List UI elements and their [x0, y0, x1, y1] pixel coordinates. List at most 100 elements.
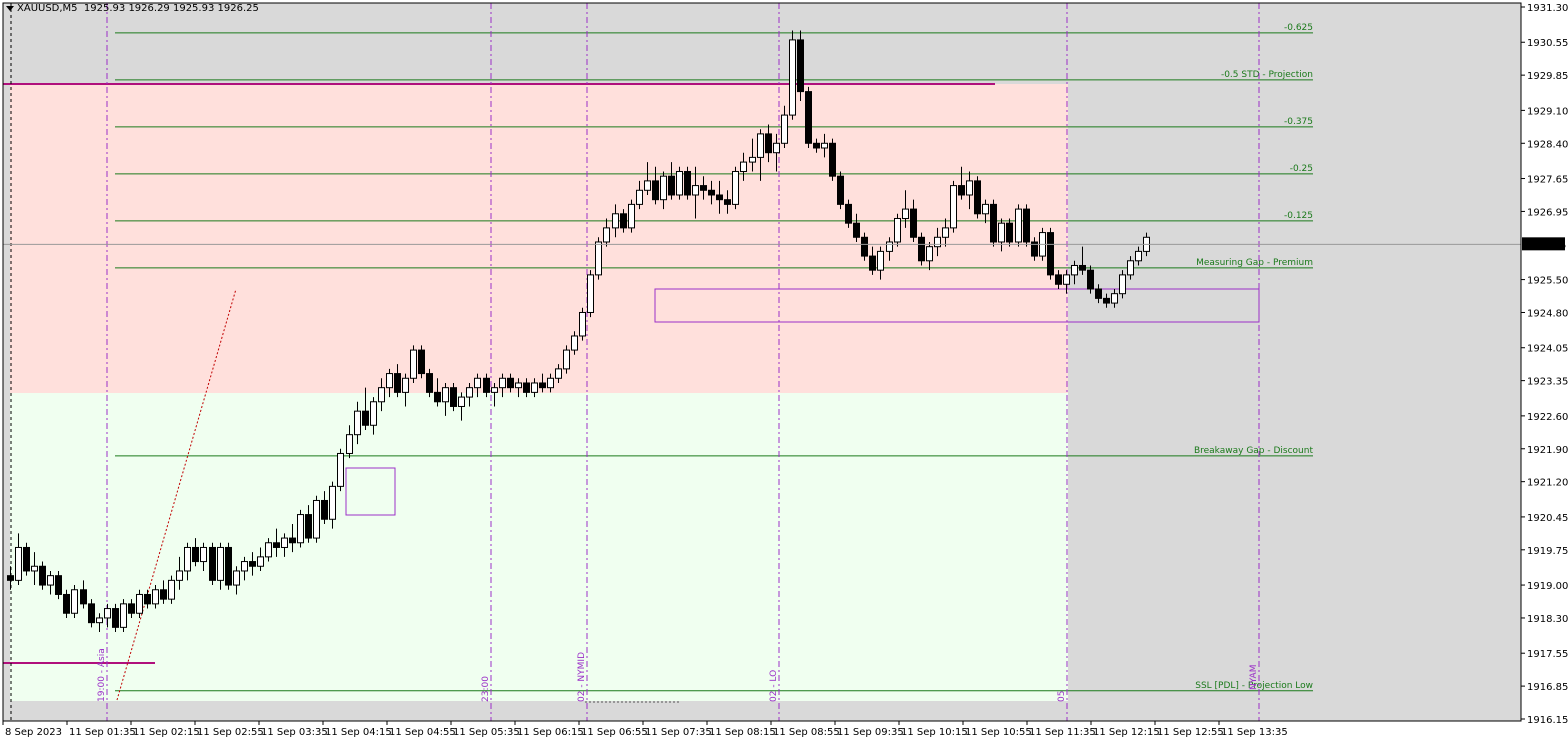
- time-tick-label: 11 Sep 10:55: [965, 727, 1032, 738]
- session-label: NYAM: [1249, 665, 1259, 690]
- symbol-name: XAUUSD,M5: [17, 3, 78, 14]
- bear-candle: [144, 593, 151, 605]
- bull-candle: [491, 387, 498, 393]
- bull-candle: [926, 246, 933, 262]
- bull-candle: [636, 189, 643, 205]
- bear-candle: [483, 377, 490, 393]
- price-tick-label: 1926.95: [1527, 207, 1568, 218]
- measuring-gap-box: [654, 288, 1260, 323]
- bull-candle: [233, 570, 240, 586]
- price-tick-label: 1931.30: [1527, 3, 1568, 14]
- bear-candle: [418, 349, 425, 375]
- bear-candle: [321, 499, 328, 520]
- bear-candle: [861, 236, 868, 257]
- bear-candle: [434, 391, 441, 403]
- bull-candle: [612, 213, 619, 229]
- bear-candle: [1103, 297, 1110, 304]
- bear-candle: [1055, 274, 1062, 285]
- price-tick-label: 1929.85: [1527, 71, 1568, 82]
- bear-candle: [192, 546, 199, 563]
- premium-zone: [10, 84, 1068, 393]
- bull-candle: [1111, 293, 1118, 304]
- bull-candle: [1135, 250, 1142, 262]
- bear-candle: [1095, 288, 1102, 299]
- bear-candle: [990, 203, 997, 243]
- time-tick-label: 11 Sep 08:55: [773, 727, 840, 738]
- bull-candle: [603, 227, 610, 243]
- bear-candle: [88, 603, 95, 624]
- time-tick-label: 11 Sep 04:55: [389, 727, 456, 738]
- bull-candle: [1127, 260, 1134, 276]
- bear-candle: [668, 175, 675, 196]
- bull-candle: [902, 208, 909, 219]
- level-label: SSL [PDL] - Projection Low: [1195, 681, 1313, 691]
- bull-candle: [386, 373, 393, 389]
- projection-trendline: [116, 288, 237, 701]
- bull-candle: [692, 185, 699, 196]
- current-price-label: 1926.25: [1525, 240, 1566, 251]
- bull-candle: [184, 546, 191, 572]
- level-label: -0.5 STD - Projection: [1221, 70, 1313, 80]
- bull-candle: [547, 377, 554, 389]
- bear-candle: [1087, 269, 1094, 290]
- bull-candle: [337, 452, 344, 487]
- bear-candle: [1006, 222, 1013, 243]
- price-tick-label: 1929.10: [1527, 106, 1568, 117]
- bull-candle: [749, 156, 756, 163]
- bull-candle: [515, 382, 522, 389]
- bear-candle: [55, 575, 62, 595]
- bull-candle: [1119, 274, 1126, 295]
- price-tick-label: 1924.80: [1527, 308, 1568, 319]
- bull-candle: [281, 537, 288, 548]
- bear-candle: [225, 546, 232, 586]
- ohlc-readout: 1925.93 1926.29 1925.93 1926.25: [83, 3, 259, 14]
- bear-candle: [1079, 264, 1086, 271]
- bull-candle: [789, 39, 796, 116]
- bull-candle: [442, 387, 449, 403]
- bear-candle: [837, 175, 844, 205]
- bear-candle: [39, 565, 46, 586]
- bull-candle: [773, 142, 780, 154]
- bull-candle: [499, 377, 506, 389]
- bull-candle: [136, 593, 143, 614]
- price-tick-label: 1930.55: [1527, 38, 1568, 49]
- time-tick-label: 11 Sep 02:15: [133, 727, 200, 738]
- bear-candle: [974, 180, 981, 215]
- price-tick-label: 1916.15: [1527, 715, 1568, 726]
- bull-candle: [934, 236, 941, 248]
- bear-candle: [539, 382, 546, 389]
- time-tick-label: 11 Sep 11:35: [1029, 727, 1096, 738]
- price-tick-label: 1917.55: [1527, 649, 1568, 660]
- time-tick-label: 11 Sep 05:35: [453, 727, 520, 738]
- bull-candle: [950, 185, 957, 229]
- time-tick-label: 8 Sep 2023: [5, 727, 62, 738]
- bear-candle: [958, 185, 965, 196]
- bull-candle: [96, 617, 103, 624]
- bull-candle: [329, 485, 336, 520]
- bull-candle: [966, 180, 973, 196]
- price-tick-label: 1920.45: [1527, 513, 1568, 524]
- bull-candle: [152, 589, 159, 605]
- bull-candle: [579, 311, 586, 337]
- bull-candle: [378, 387, 385, 403]
- bear-candle: [507, 377, 514, 389]
- level-label: -0.625: [1284, 23, 1313, 33]
- bear-candle: [853, 222, 860, 238]
- bull-candle: [474, 377, 481, 389]
- bull-candle: [1071, 264, 1078, 276]
- bear-candle: [1031, 241, 1038, 257]
- dropdown-triangle-icon[interactable]: [6, 5, 14, 11]
- bear-candle: [362, 410, 369, 426]
- time-tick-label: 11 Sep 12:15: [1093, 727, 1160, 738]
- price-tick-label: 1928.40: [1527, 139, 1568, 150]
- time-tick-label: 11 Sep 06:15: [517, 727, 584, 738]
- bear-candle: [112, 608, 119, 628]
- session-label: 23:00: [481, 676, 491, 702]
- bull-candle: [821, 142, 828, 149]
- bull-candle: [313, 499, 320, 539]
- bull-candle: [176, 570, 183, 581]
- time-tick-label: 11 Sep 12:55: [1157, 727, 1224, 738]
- bear-candle: [23, 546, 30, 572]
